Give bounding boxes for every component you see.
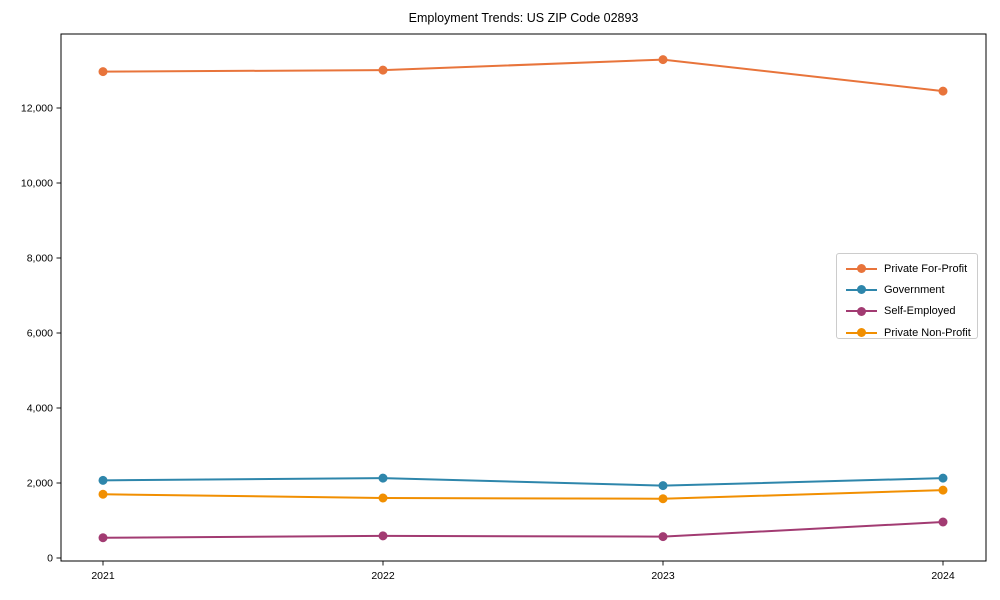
legend-label: Private Non-Profit — [884, 326, 971, 339]
x-tick-label: 2021 — [91, 570, 115, 582]
series-marker-private-for-profit — [938, 86, 948, 96]
y-tick-label: 4,000 — [27, 403, 53, 415]
series-marker-private-non-profit — [658, 494, 668, 504]
series-line-private-non-profit — [102, 489, 944, 500]
legend-entry-private-non-profit: Private Non-Profit — [846, 322, 977, 343]
legend-entry-private-for-profit: Private For-Profit — [846, 258, 977, 279]
series-marker-government — [98, 475, 108, 485]
y-tick-label: 2,000 — [27, 478, 53, 490]
legend-label: Private For-Profit — [884, 262, 968, 275]
y-tick-label: 8,000 — [27, 253, 53, 265]
legend-marker-icon — [846, 306, 877, 316]
series-marker-self-employed — [658, 532, 668, 542]
legend-marker-icon — [846, 264, 877, 274]
y-tick-label: 0 — [47, 553, 53, 565]
series-line-government — [102, 477, 944, 487]
series-marker-government — [938, 473, 948, 483]
series-marker-government — [378, 473, 388, 483]
legend-entry-self-employed: Self-Employed — [846, 301, 977, 322]
x-tick-label: 2024 — [931, 570, 955, 582]
series-marker-private-non-profit — [378, 493, 388, 503]
series-marker-private-for-profit — [98, 67, 108, 77]
legend-label: Government — [884, 283, 945, 296]
x-tick-label: 2022 — [371, 570, 395, 582]
series-marker-self-employed — [98, 533, 108, 543]
legend-entry-government: Government — [846, 279, 977, 300]
chart-title: Employment Trends: US ZIP Code 02893 — [408, 11, 639, 25]
series-marker-private-for-profit — [378, 65, 388, 75]
series-marker-private-for-profit — [658, 55, 668, 65]
series-marker-self-employed — [378, 531, 388, 541]
series-marker-private-non-profit — [98, 489, 108, 499]
legend: Private For-Profit Government Self-Employe… — [836, 253, 978, 339]
legend-label: Self-Employed — [884, 305, 956, 318]
x-tick-label: 2023 — [651, 570, 675, 582]
y-tick-label: 12,000 — [21, 103, 53, 115]
series-line-private-for-profit — [102, 58, 944, 93]
y-tick-label: 10,000 — [21, 178, 53, 190]
series-marker-self-employed — [938, 517, 948, 527]
y-tick-label: 6,000 — [27, 328, 53, 340]
series-line-self-employed — [102, 521, 944, 539]
series-marker-private-non-profit — [938, 485, 948, 495]
legend-marker-icon — [846, 285, 877, 295]
legend-marker-icon — [846, 328, 877, 338]
plot-frame — [60, 33, 987, 562]
series-marker-government — [658, 481, 668, 491]
